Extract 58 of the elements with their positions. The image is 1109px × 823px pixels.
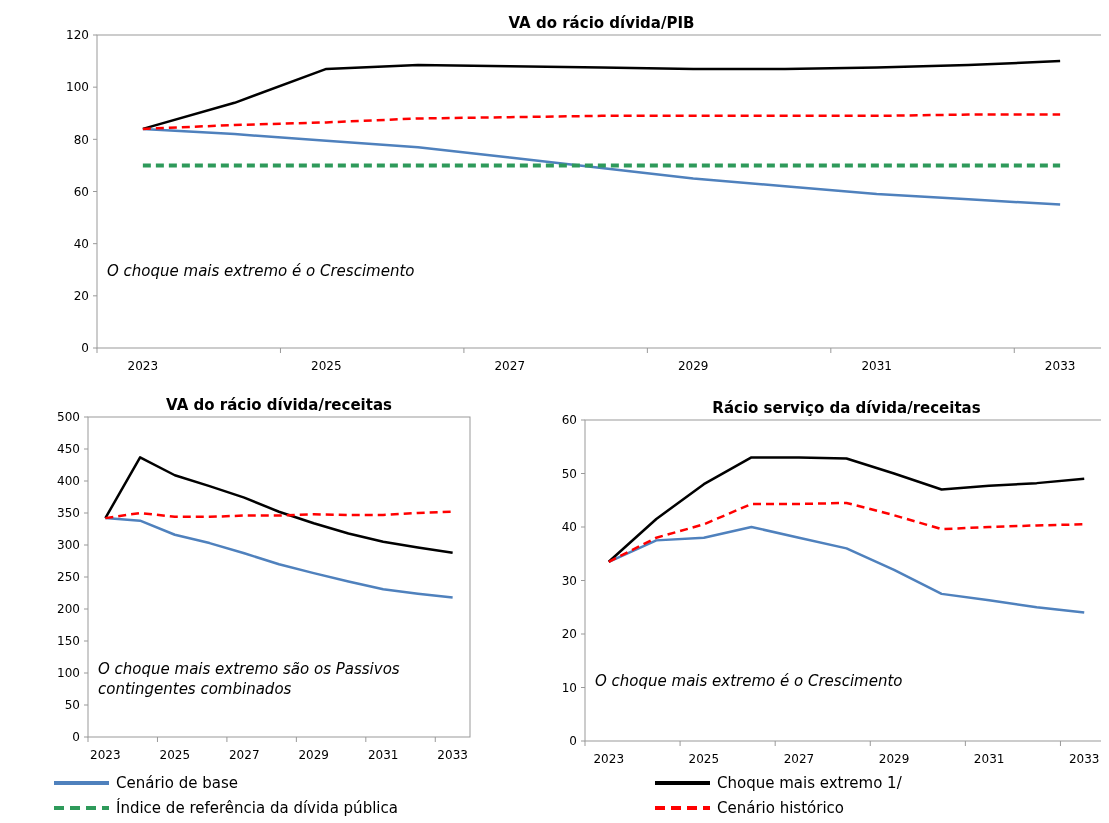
y-tick-label: 400 (57, 474, 80, 489)
y-tick-label: 40 (561, 520, 577, 535)
legend-label: Índice de referência da dívida pública (116, 798, 398, 818)
x-tick-label: 2027 (494, 359, 526, 373)
y-tick-label: 100 (57, 666, 80, 681)
y-tick-label: 500 (57, 410, 80, 425)
annotation: O choque mais extremo são os Passivos contingentes combinados (98, 659, 400, 698)
y-tick-label: 300 (57, 538, 80, 553)
y-tick-label: 0 (72, 730, 80, 745)
y-tick-label: 40 (73, 236, 89, 251)
legend-label: Cenário histórico (717, 799, 844, 818)
y-tick-label: 100 (66, 80, 89, 95)
y-tick-label: 450 (57, 442, 80, 457)
x-tick-label: 2033 (1044, 359, 1076, 373)
y-tick-label: 250 (57, 570, 80, 585)
y-tick-label: 60 (73, 184, 89, 199)
y-tick-label: 150 (57, 634, 80, 649)
y-tick-label: 0 (569, 734, 577, 749)
x-tick-label: 2033 (1068, 752, 1100, 766)
x-tick-label: 2031 (973, 752, 1005, 766)
x-tick-label: 2023 (593, 752, 625, 766)
y-tick-label: 80 (73, 132, 89, 147)
line-series (141, 59, 1062, 131)
legend-label: Choque mais extremo 1/ (717, 774, 903, 793)
y-tick-label: 50 (64, 698, 80, 713)
y-tick-label: 350 (57, 506, 80, 521)
x-tick-label: 2029 (298, 748, 329, 762)
x-tick-label: 2029 (878, 752, 910, 766)
y-tick-label: 20 (73, 289, 89, 304)
x-tick-label: 2029 (677, 359, 709, 373)
chart-title: VA do rácio dívida/receitas (166, 396, 393, 414)
y-tick-label: 50 (561, 466, 577, 481)
x-tick-label: 2031 (367, 748, 399, 762)
line-series (104, 510, 454, 520)
x-tick-label: 2027 (783, 752, 815, 766)
y-tick-label: 200 (57, 602, 80, 617)
x-tick-label: 2033 (437, 748, 468, 762)
y-tick-label: 0 (81, 341, 89, 356)
x-tick-label: 2023 (90, 748, 121, 762)
x-tick-label: 2027 (229, 748, 260, 762)
x-tick-label: 2025 (688, 752, 720, 766)
x-tick-label: 2023 (127, 359, 159, 373)
y-tick-label: 30 (561, 573, 577, 588)
legend-label: Cenário de base (116, 774, 238, 793)
chart-title: Rácio serviço da dívida/receitas (712, 399, 981, 417)
line-series (104, 456, 454, 554)
y-tick-label: 10 (561, 680, 577, 695)
y-tick-label: 20 (561, 627, 577, 642)
line-series (141, 113, 1062, 131)
chart-title: VA do rácio dívida/PIB (508, 14, 695, 32)
y-tick-label: 120 (66, 28, 89, 43)
x-tick-label: 2031 (861, 359, 892, 373)
x-tick-label: 2025 (311, 359, 342, 373)
x-tick-label: 2025 (159, 748, 191, 762)
y-tick-label: 60 (561, 413, 577, 428)
annotation: O choque mais extremo é o Crescimento (107, 262, 415, 281)
annotation: O choque mais extremo é o Crescimento (595, 672, 903, 691)
line-series (104, 516, 454, 599)
